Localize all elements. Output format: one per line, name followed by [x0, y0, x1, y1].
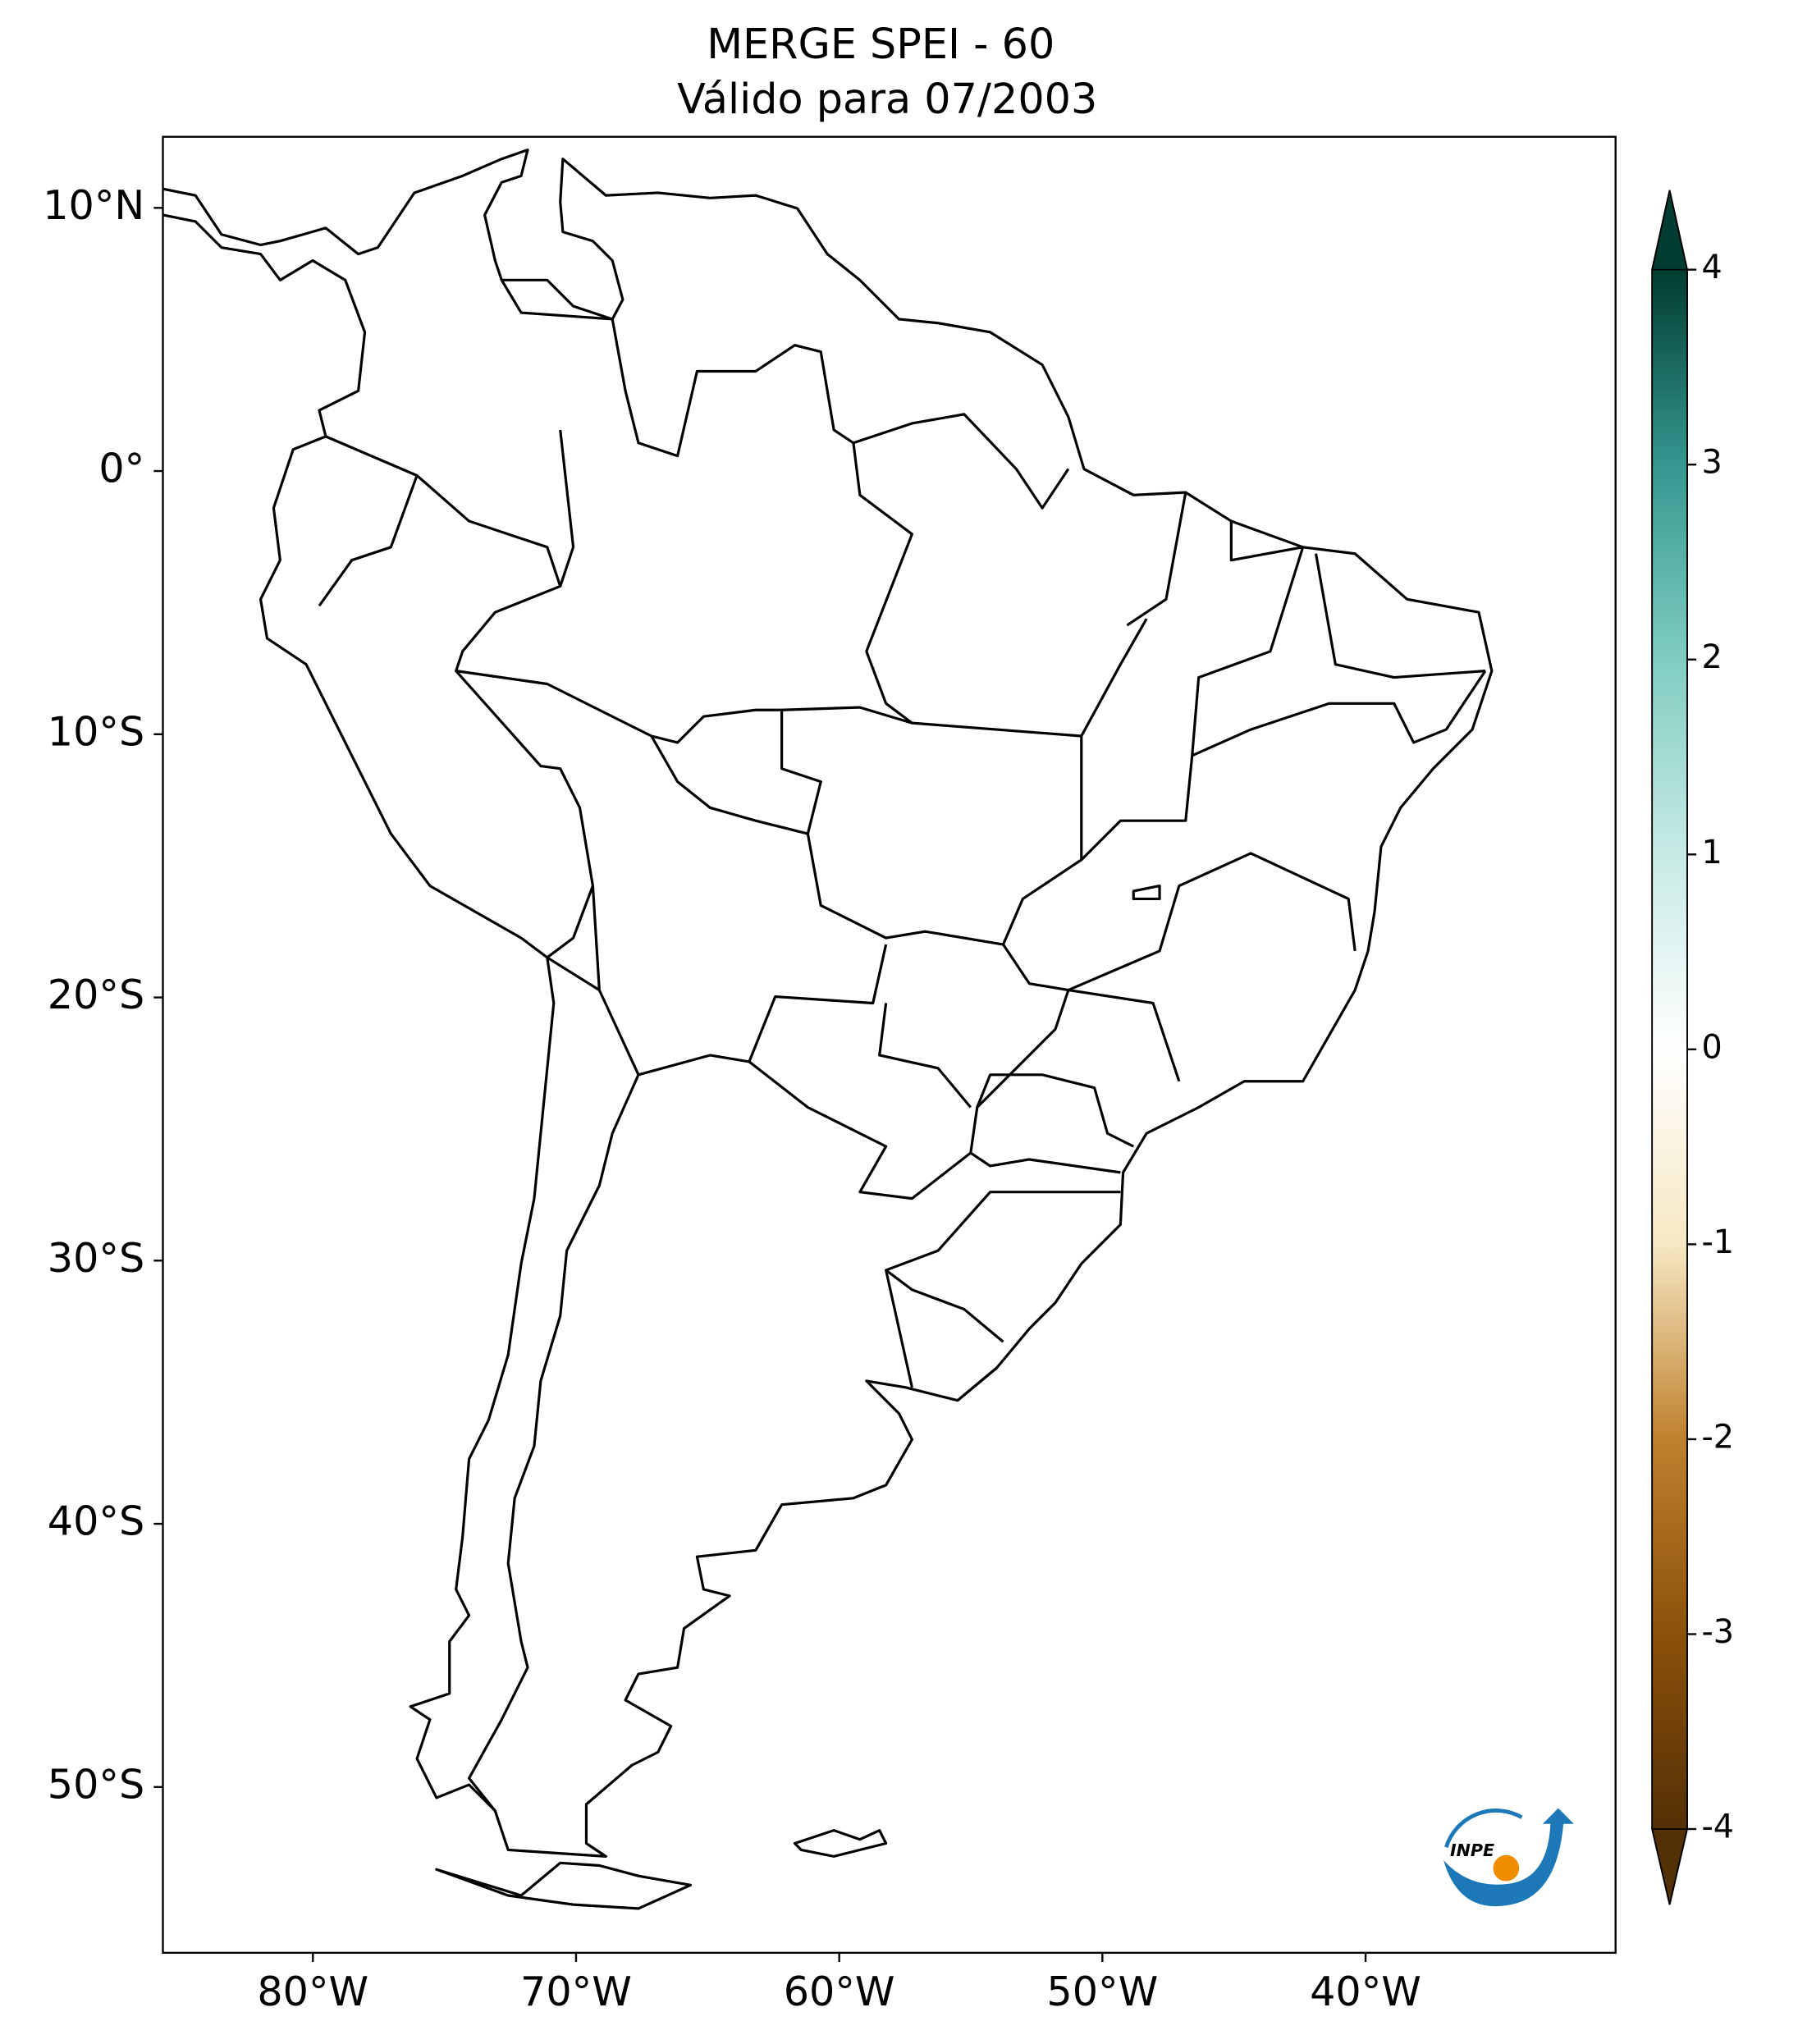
colorbar-tick-label: -4	[1701, 1809, 1734, 1846]
tierra-del-fuego	[435, 1861, 693, 1910]
x-tick-label: 70°W	[520, 1968, 632, 2015]
x-tick-label: 60°W	[784, 1968, 895, 2015]
border	[455, 670, 888, 1077]
border	[885, 885, 1161, 1402]
logo-arc	[1444, 1809, 1523, 1848]
colorbar-tick-label: 4	[1701, 249, 1722, 286]
x-tick-label: 50°W	[1046, 1968, 1158, 2015]
border	[500, 279, 1070, 510]
border	[325, 435, 1082, 744]
map-frame	[162, 135, 1617, 1955]
colorbar-tick-label: -3	[1701, 1613, 1734, 1651]
coastline	[162, 148, 1494, 1858]
falklands	[793, 1829, 888, 1858]
border	[318, 429, 1148, 946]
colorbar-tick-label: -1	[1701, 1223, 1734, 1261]
map-title: MERGE SPEI - 60	[707, 20, 1055, 68]
colorbar-extend-max	[1651, 190, 1689, 271]
colorbar: 4 3 2 1 0 -1 -2 -3 -4	[1651, 190, 1734, 1905]
border	[467, 956, 640, 1812]
y-tick-label: 40°S	[48, 1498, 144, 1545]
y-tick-label: 0°	[98, 445, 144, 492]
colorbar-tick-label: 3	[1701, 444, 1722, 482]
logo-dot	[1493, 1854, 1520, 1882]
colorbar-tick-label: 2	[1701, 638, 1722, 676]
colorbar-body	[1652, 269, 1688, 1830]
inpe-logo: INPE	[1443, 1808, 1574, 1907]
y-tick-label: 10°S	[48, 707, 144, 755]
logo-text: INPE	[1450, 1841, 1494, 1860]
colorbar-tick-label: 0	[1701, 1028, 1722, 1066]
colorbar-extend-min	[1651, 1828, 1689, 1905]
y-tick-label: 50°S	[48, 1760, 144, 1808]
colorbar-tick-label: 1	[1701, 834, 1722, 871]
logo-swoosh	[1443, 1808, 1574, 1907]
border	[748, 852, 1357, 1200]
x-tick-label: 40°W	[1310, 1968, 1421, 2015]
y-tick-label: 20°S	[48, 971, 144, 1018]
y-tick-label: 30°S	[48, 1234, 144, 1282]
x-tick-label: 80°W	[257, 1968, 368, 2015]
border	[852, 442, 1487, 861]
geography	[162, 148, 1494, 1910]
colorbar-tick-label: -2	[1701, 1418, 1734, 1456]
y-tick-label: 10°N	[43, 181, 144, 229]
map-subtitle: Válido para 07/2003	[677, 75, 1097, 123]
